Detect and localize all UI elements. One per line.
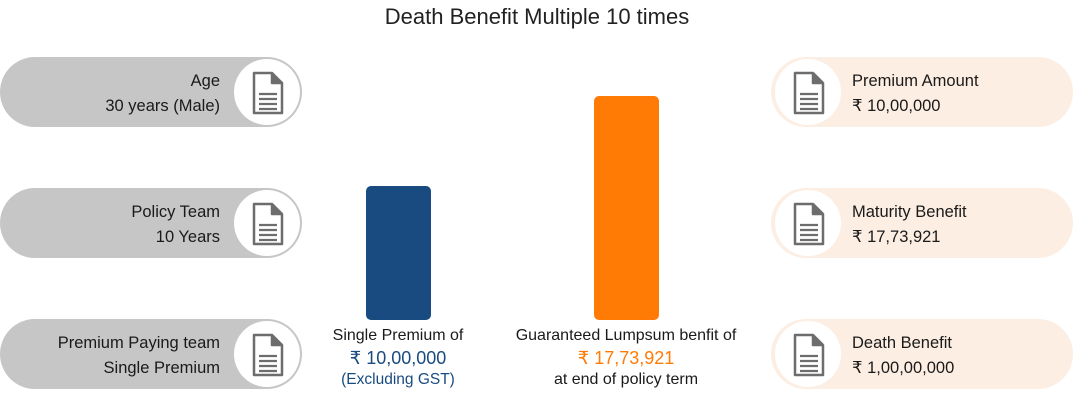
info-pill-age: Age 30 years (Male)	[0, 57, 302, 127]
info-pill-premium-amount: Premium Amount ₹ 10,00,000	[771, 57, 1073, 127]
info-value: ₹ 10,00,000	[852, 97, 941, 115]
icon-badge	[234, 59, 300, 125]
info-pill-maturity-benefit: Maturity Benefit ₹ 17,73,921	[771, 188, 1073, 258]
icon-badge	[234, 190, 300, 256]
info-pill-text: Policy Team 10 Years	[131, 200, 220, 250]
info-value: Single Premium	[103, 359, 220, 377]
info-label: Premium Amount	[852, 72, 979, 90]
icon-badge	[775, 59, 841, 125]
caption-line: Guaranteed Lumpsum benfit of	[515, 327, 737, 344]
info-pill-policy-term: Policy Team 10 Years	[0, 188, 302, 258]
document-icon	[793, 71, 825, 115]
icon-badge	[775, 190, 841, 256]
lumpsum-benefit-caption: Guaranteed Lumpsum benfit of ₹ 17,73,921…	[500, 325, 752, 391]
page-title: Death Benefit Multiple 10 times	[384, 4, 690, 29]
info-value: 10 Years	[155, 228, 220, 246]
caption-amount: ₹ 17,73,921	[577, 348, 675, 368]
single-premium-bar	[366, 186, 431, 320]
info-label: Age	[190, 72, 220, 90]
caption-note: at end of policy term	[553, 371, 699, 388]
single-premium-caption: Single Premium of ₹ 10,00,000 (Excluding…	[318, 325, 478, 391]
info-label: Premium Paying team	[57, 334, 220, 352]
document-icon	[252, 202, 284, 246]
caption-note: (Excluding GST)	[341, 371, 455, 388]
caption-line: Single Premium of	[332, 327, 464, 344]
info-pill-text: Premium Paying team Single Premium	[58, 331, 220, 381]
info-value: ₹ 1,00,00,000	[852, 359, 955, 377]
icon-badge	[234, 321, 300, 387]
info-label: Maturity Benefit	[852, 203, 967, 221]
icon-badge	[775, 321, 841, 387]
info-value: ₹ 17,73,921	[852, 228, 941, 246]
info-pill-text: Maturity Benefit ₹ 17,73,921	[852, 200, 967, 250]
document-icon	[793, 202, 825, 246]
document-icon	[252, 333, 284, 377]
info-pill-text: Death Benefit ₹ 1,00,00,000	[852, 331, 954, 381]
document-icon	[793, 333, 825, 377]
info-pill-death-benefit: Death Benefit ₹ 1,00,00,000	[771, 319, 1073, 389]
info-pill-text: Premium Amount ₹ 10,00,000	[852, 69, 979, 119]
info-label: Death Benefit	[852, 334, 952, 352]
info-pill-premium-paying-term: Premium Paying team Single Premium	[0, 319, 302, 389]
caption-amount: ₹ 10,00,000	[349, 348, 447, 368]
document-icon	[252, 71, 284, 115]
lumpsum-benefit-bar	[594, 96, 659, 320]
info-pill-text: Age 30 years (Male)	[105, 69, 220, 119]
info-label: Policy Team	[131, 203, 220, 221]
info-value: 30 years (Male)	[105, 97, 220, 115]
